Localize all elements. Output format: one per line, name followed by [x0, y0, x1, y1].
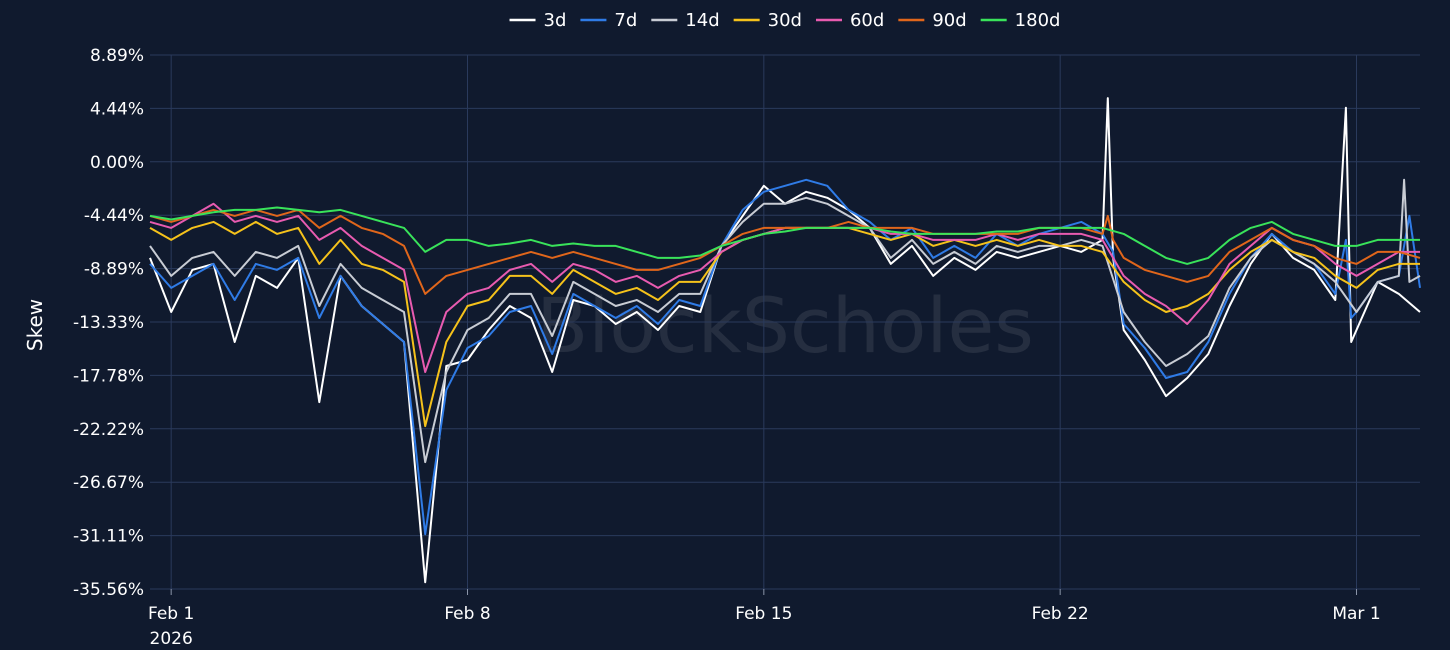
grid — [150, 54, 1420, 590]
series-line-14d — [149, 178, 1421, 464]
x-tick-label: Feb 8 — [444, 604, 490, 624]
x-tick-label: Feb 1 — [148, 604, 194, 624]
legend-label: 90d — [932, 10, 966, 31]
legend-item-30d[interactable]: 30d — [733, 10, 802, 31]
legend-item-3d[interactable]: 3d — [509, 10, 567, 31]
legend-label: 60d — [850, 10, 884, 31]
y-tick-label: -4.44% — [84, 206, 144, 226]
x-tick-label: Mar 1 — [1332, 604, 1380, 624]
legend-label: 14d — [685, 10, 719, 31]
legend-item-180d[interactable]: 180d — [980, 10, 1061, 31]
watermark-logo: BlockScholes — [536, 281, 1034, 370]
legend-item-14d[interactable]: 14d — [651, 10, 720, 31]
y-tick-label: -17.78% — [73, 366, 144, 386]
y-tick-label: -31.11% — [73, 527, 144, 547]
y-tick-label: 8.89% — [90, 46, 144, 66]
y-tick-label: -35.56% — [73, 580, 144, 600]
x-tick-label: Feb 15 — [735, 604, 792, 624]
y-axis: 8.89% 4.44% 0.00% -4.44% -8.89% -13.33% -17.78… — [73, 46, 144, 600]
legend-item-60d[interactable]: 60d — [815, 10, 884, 31]
y-tick-label: 0.00% — [90, 153, 144, 173]
legend-label: 3d — [544, 10, 567, 31]
y-tick-label: -26.67% — [73, 473, 144, 493]
series-line-180d — [149, 206, 1420, 265]
y-tick-label: -8.89% — [84, 260, 144, 280]
legend: 3d 7d 14d 30d 60d 90d 180d — [509, 10, 1061, 31]
x-tick-year-label: 2026 — [150, 629, 193, 649]
series-lines — [149, 97, 1421, 584]
x-axis: Feb 1 2026 Feb 8 Feb 15 Feb 22 Mar 1 — [148, 589, 1381, 649]
y-tick-label: -13.33% — [73, 313, 144, 333]
y-axis-title: Skew — [23, 299, 47, 351]
series-line-7d — [149, 178, 1421, 536]
x-tick-label: Feb 22 — [1032, 604, 1089, 624]
legend-label: 30d — [768, 10, 802, 31]
legend-item-90d[interactable]: 90d — [898, 10, 967, 31]
legend-label: 7d — [614, 10, 637, 31]
y-tick-label: 4.44% — [90, 99, 144, 119]
y-tick-label: -22.22% — [73, 420, 144, 440]
legend-label: 180d — [1015, 10, 1061, 31]
legend-item-7d[interactable]: 7d — [580, 10, 637, 31]
